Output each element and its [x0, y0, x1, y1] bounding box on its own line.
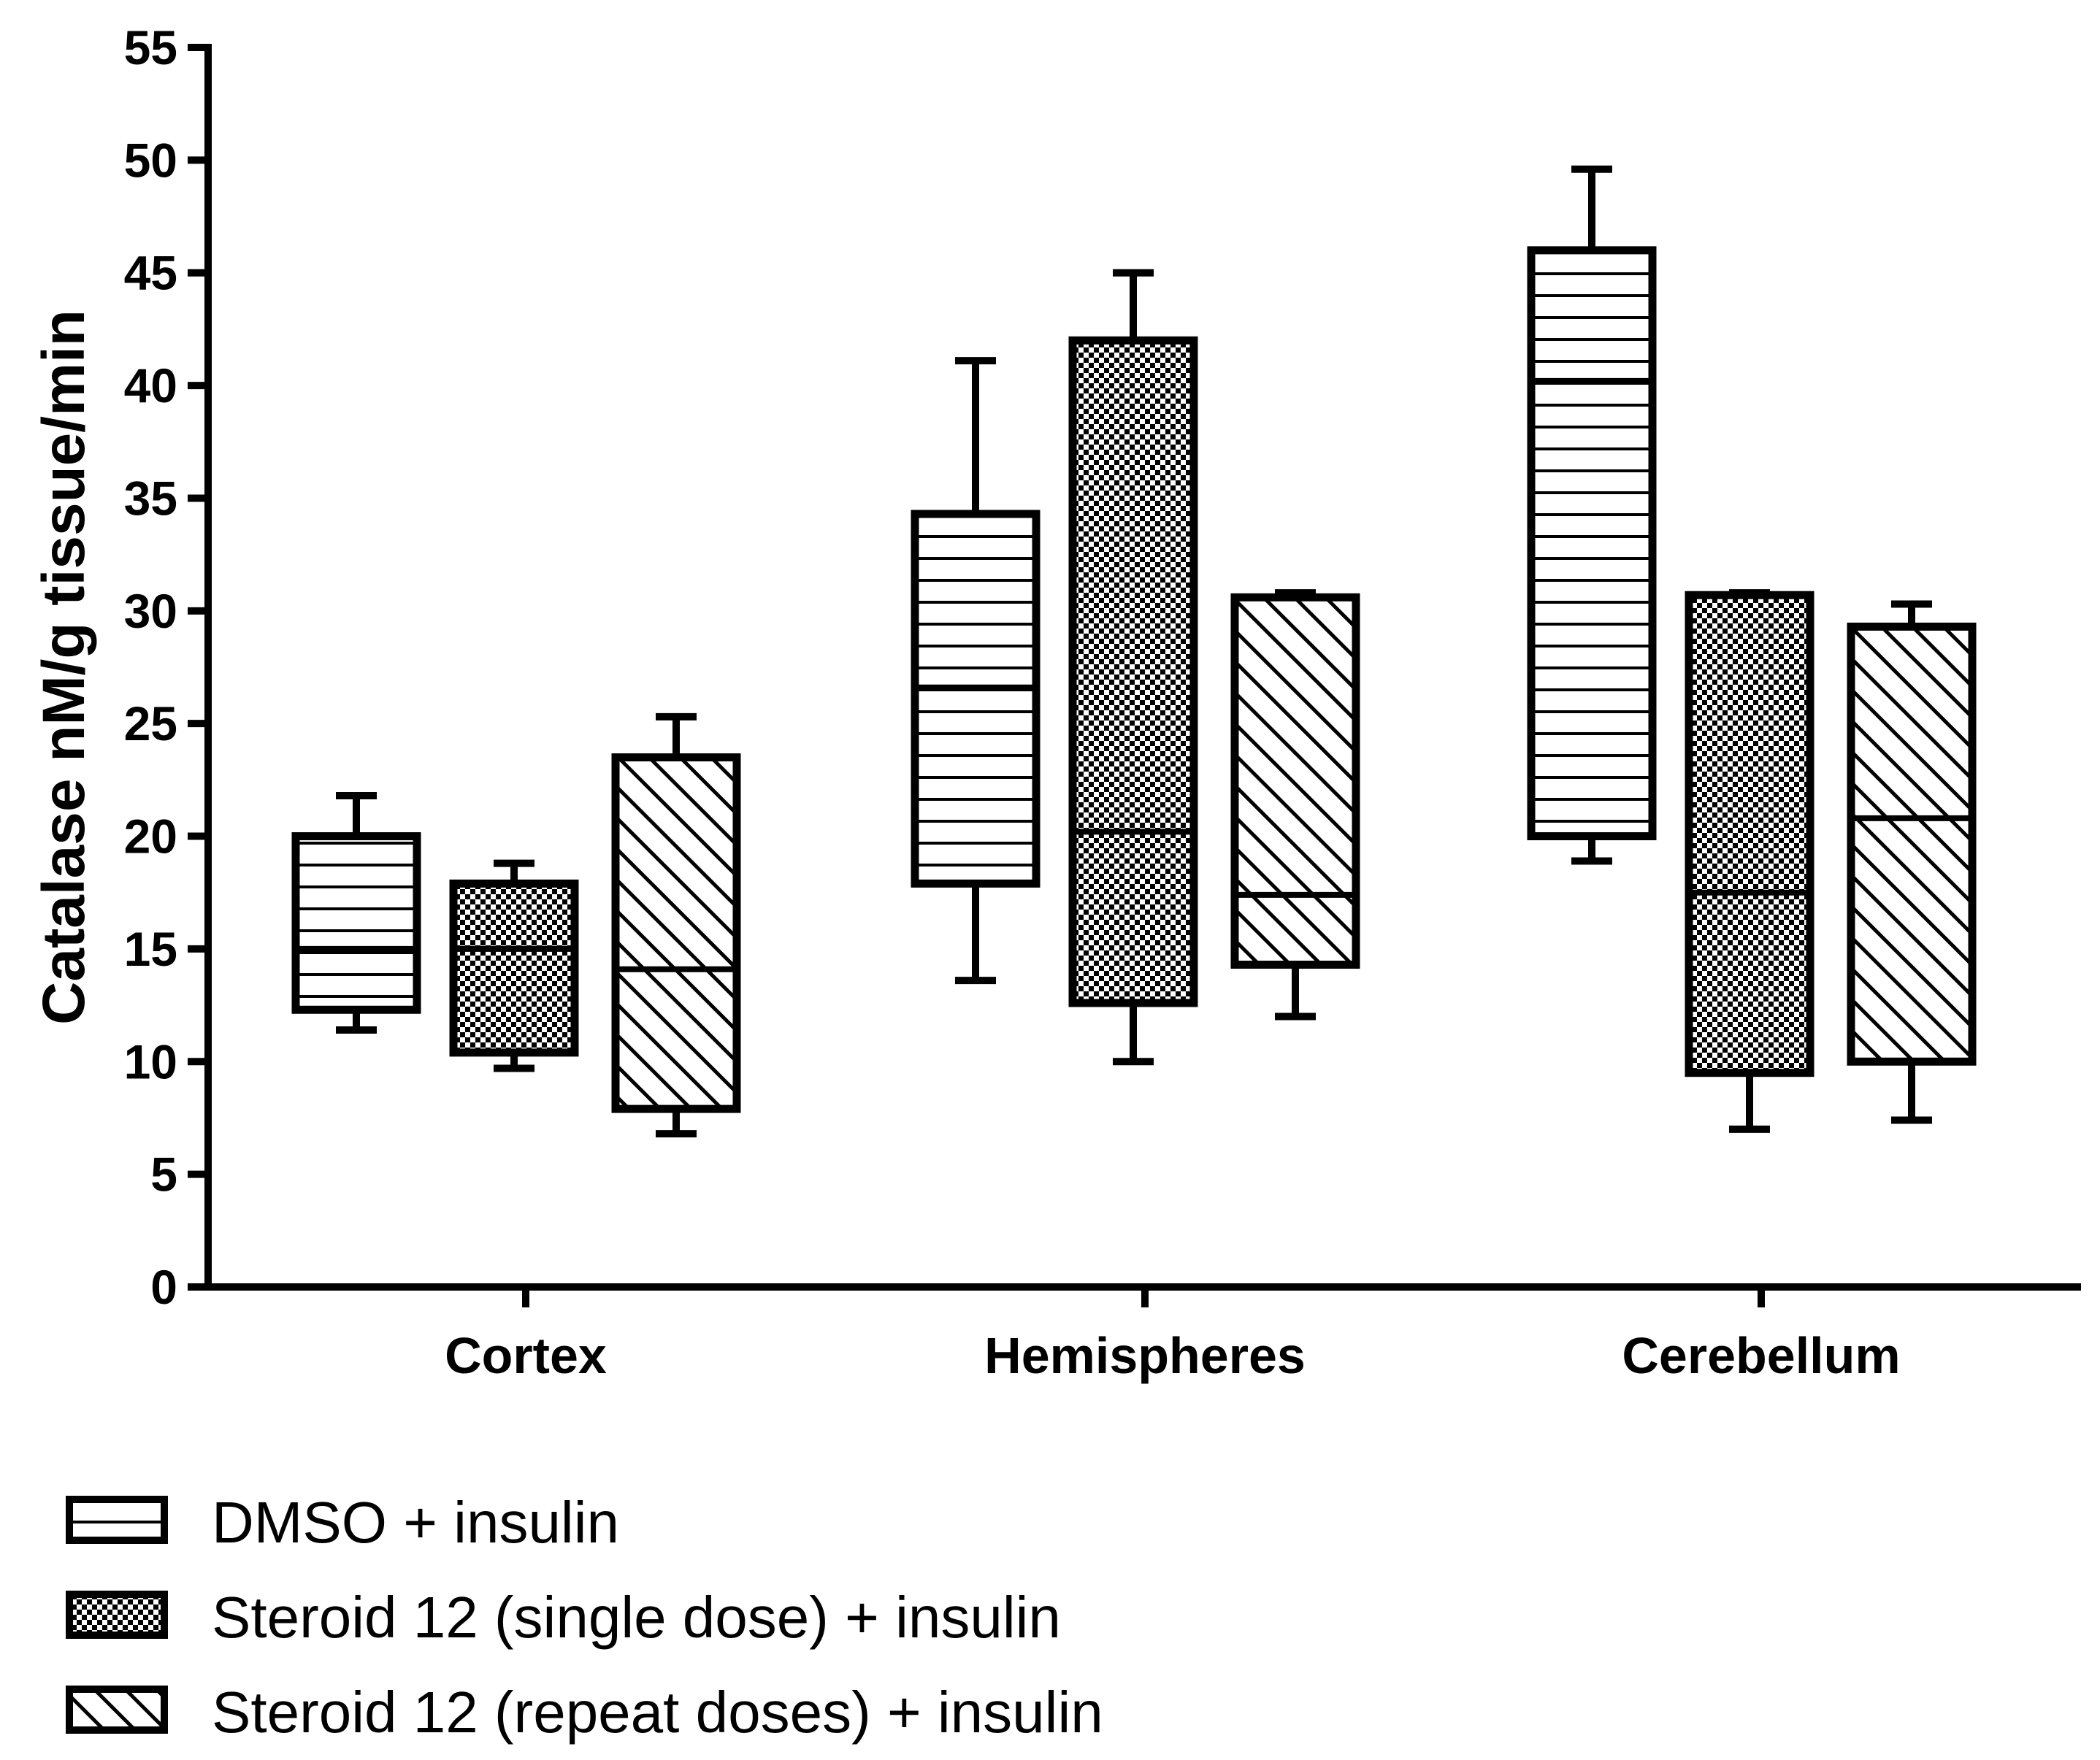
legend-swatch	[66, 1496, 168, 1544]
box-iqr	[291, 832, 421, 1014]
legend: DMSO + insulin Steroid 12 (single dose) +…	[66, 1490, 1103, 1745]
box-iqr	[1685, 591, 1814, 1077]
legend-item: Steroid 12 (single dose) + insulin	[66, 1585, 1061, 1650]
box-horizontal-lines-cortex	[291, 791, 421, 1034]
x-tick-label: Hemispheres	[984, 1327, 1306, 1384]
legend-label: Steroid 12 (repeat doses) + insulin	[212, 1680, 1103, 1745]
x-tick-label: Cerebellum	[1622, 1327, 1900, 1384]
legend-item: DMSO + insulin	[66, 1490, 619, 1555]
y-tick-label: 55	[124, 20, 177, 74]
legend-swatch	[66, 1591, 168, 1639]
box-iqr	[1847, 622, 1977, 1066]
box-iqr	[1068, 336, 1198, 1007]
y-tick-label: 40	[124, 358, 177, 412]
box-iqr	[449, 879, 579, 1057]
box-diagonal-lines-hemispheres	[1230, 589, 1360, 1021]
box-diagonal-lines-cortex	[611, 712, 741, 1138]
y-tick-label: 25	[124, 696, 177, 750]
box-iqr	[1230, 593, 1360, 969]
y-axis: 0 5 10 15 20 25 30 35 40 45 50 55	[124, 20, 212, 1314]
box-checkered-cortex	[449, 859, 579, 1072]
y-axis-title: Catalase nM/g tissue/min	[31, 310, 97, 1025]
box-plots	[291, 165, 1977, 1138]
y-tick-label: 0	[150, 1260, 177, 1314]
x-tick-label: Cortex	[445, 1327, 607, 1384]
box-iqr	[611, 753, 741, 1113]
legend-label: DMSO + insulin	[212, 1490, 619, 1555]
y-tick-label: 45	[124, 246, 177, 300]
box-horizontal-lines-hemispheres	[911, 357, 1041, 985]
box-diagonal-lines-cerebellum	[1847, 600, 1977, 1124]
legend-swatch	[66, 1686, 168, 1734]
box-checkered-hemispheres	[1068, 269, 1198, 1066]
box-checkered-cerebellum	[1685, 589, 1814, 1133]
y-tick-label: 10	[124, 1034, 177, 1088]
box-iqr	[911, 510, 1041, 888]
box-horizontal-lines-cerebellum	[1527, 165, 1657, 865]
y-tick-label: 20	[124, 810, 177, 864]
legend-label: Steroid 12 (single dose) + insulin	[212, 1585, 1061, 1650]
y-tick-label: 35	[124, 471, 177, 525]
y-tick-label: 30	[124, 584, 177, 638]
legend-item: Steroid 12 (repeat doses) + insulin	[66, 1680, 1103, 1745]
y-tick-label: 50	[124, 133, 177, 187]
y-tick-label: 5	[150, 1148, 177, 1202]
x-axis: Cortex Hemispheres Cerebellum	[204, 1283, 2081, 1384]
box-iqr	[1527, 246, 1657, 841]
y-tick-label: 15	[124, 922, 177, 976]
